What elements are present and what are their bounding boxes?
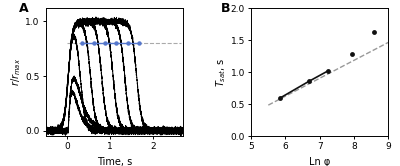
Y-axis label: $r/r_{max}$: $r/r_{max}$	[9, 58, 22, 86]
Y-axis label: $T_{sat}$, s: $T_{sat}$, s	[214, 57, 228, 87]
Text: A: A	[19, 2, 28, 15]
Text: B: B	[221, 2, 231, 15]
X-axis label: Ln φ: Ln φ	[309, 157, 330, 166]
X-axis label: Time, s: Time, s	[97, 157, 132, 166]
